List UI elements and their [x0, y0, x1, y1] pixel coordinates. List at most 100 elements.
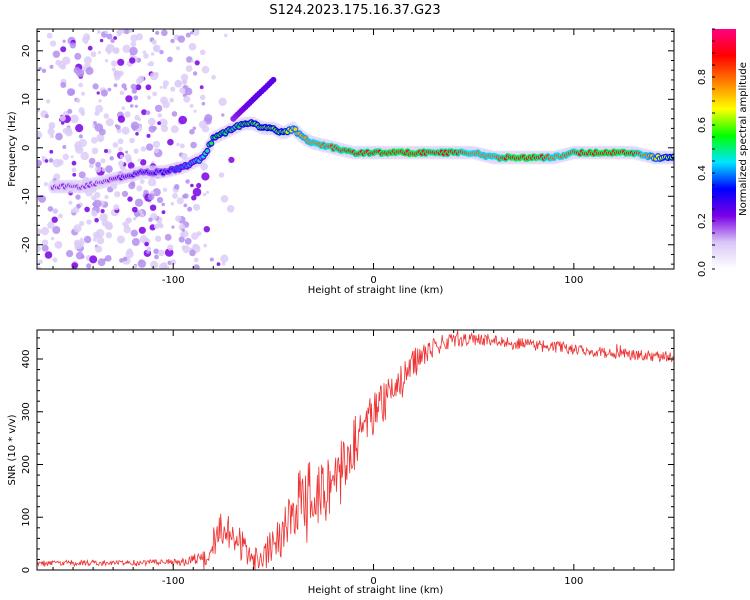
- noise-speck: [47, 128, 55, 136]
- x-tick-label: -100: [162, 576, 185, 587]
- noise-speck: [149, 204, 157, 211]
- noise-speck: [84, 41, 88, 45]
- noise-speck: [181, 228, 185, 232]
- noise-speck: [37, 159, 42, 167]
- noise-speck: [162, 80, 169, 87]
- noise-speck: [145, 110, 151, 115]
- noise-speck: [100, 158, 106, 164]
- noise-speck: [94, 217, 99, 223]
- noise-speck: [196, 182, 202, 189]
- noise-speck: [60, 46, 67, 53]
- ridge-point: [293, 127, 298, 131]
- noise-speck: [220, 195, 229, 203]
- noise-speck: [117, 235, 125, 244]
- y-tick-label: 20: [21, 44, 32, 57]
- noise-speck: [79, 237, 84, 242]
- noise-speck: [140, 213, 144, 218]
- noise-speck: [79, 220, 85, 227]
- noise-speck: [125, 217, 132, 224]
- noise-speck: [42, 239, 49, 246]
- noise-speck: [118, 160, 124, 167]
- noise-speck: [170, 202, 175, 206]
- noise-speck: [190, 31, 194, 35]
- noise-speck: [71, 160, 77, 166]
- noise-speck: [203, 226, 210, 233]
- noise-speck: [67, 108, 73, 114]
- noise-speck: [105, 165, 113, 173]
- noise-speck: [47, 221, 55, 229]
- noise-speck: [50, 40, 57, 47]
- noise-speck: [96, 91, 100, 95]
- noise-speck: [193, 109, 197, 113]
- noise-speck: [83, 56, 92, 65]
- noise-speck: [183, 203, 188, 208]
- noise-speck: [37, 266, 42, 269]
- noise-speck: [144, 241, 149, 247]
- spectrogram-plot-area: [37, 29, 674, 269]
- noise-speck: [170, 259, 176, 265]
- noise-speck: [154, 254, 159, 260]
- noise-speck: [148, 61, 154, 67]
- noise-speck: [121, 83, 127, 89]
- noise-speck: [95, 232, 102, 239]
- noise-speck: [149, 72, 159, 81]
- noise-speck: [151, 39, 157, 45]
- noise-speck: [199, 94, 206, 101]
- noise-speck: [157, 221, 163, 227]
- noise-speck: [159, 85, 163, 89]
- noise-speck: [48, 158, 54, 163]
- noise-speck: [181, 245, 186, 250]
- noise-speck: [170, 125, 179, 134]
- snr-series-line: [37, 330, 674, 570]
- noise-speck: [130, 181, 136, 187]
- noise-speck: [138, 209, 143, 214]
- noise-speck: [185, 32, 191, 38]
- y-tick-label: -20: [21, 237, 32, 253]
- noise-speck: [133, 95, 139, 101]
- noise-speck: [160, 262, 168, 269]
- noise-speck: [121, 190, 129, 197]
- noise-speck: [111, 60, 118, 67]
- x-tick-label: 0: [370, 275, 376, 286]
- noise-speck: [38, 66, 42, 71]
- noise-speck: [101, 167, 106, 172]
- noise-speck: [62, 145, 67, 149]
- colorbar-tick-label: 0.4: [697, 165, 708, 181]
- noise-speck: [194, 60, 200, 66]
- noise-speck: [140, 146, 147, 152]
- noise-speck: [99, 213, 108, 222]
- noise-speck: [152, 126, 157, 131]
- noise-speck: [90, 51, 97, 58]
- noise-speck: [162, 187, 168, 192]
- noise-speck: [148, 217, 153, 222]
- noise-speck: [203, 243, 208, 248]
- noise-speck: [147, 193, 155, 201]
- colorbar-tick-label: 0.6: [697, 117, 708, 133]
- noise-speck: [169, 97, 175, 103]
- noise-speck: [104, 194, 109, 200]
- ridge-point: [205, 149, 210, 153]
- noise-speck: [176, 142, 180, 147]
- noise-speck: [131, 206, 138, 213]
- noise-speck: [44, 159, 49, 163]
- noise-speck: [159, 118, 168, 128]
- noise-speck: [139, 179, 145, 185]
- noise-speck: [119, 165, 124, 170]
- noise-speck: [179, 143, 185, 149]
- y-tick-label: -10: [21, 188, 32, 204]
- noise-speck: [117, 58, 125, 66]
- noise-speck: [138, 226, 146, 234]
- noise-speck: [37, 228, 42, 235]
- noise-speck: [132, 217, 137, 221]
- noise-speck: [55, 59, 62, 66]
- noise-speck: [121, 106, 126, 111]
- noise-speck: [117, 115, 126, 123]
- noise-speck: [153, 44, 161, 53]
- noise-speck: [167, 56, 173, 63]
- noise-speck: [175, 215, 182, 222]
- noise-speck: [135, 84, 142, 91]
- noise-speck: [71, 167, 77, 173]
- noise-speck: [104, 59, 109, 63]
